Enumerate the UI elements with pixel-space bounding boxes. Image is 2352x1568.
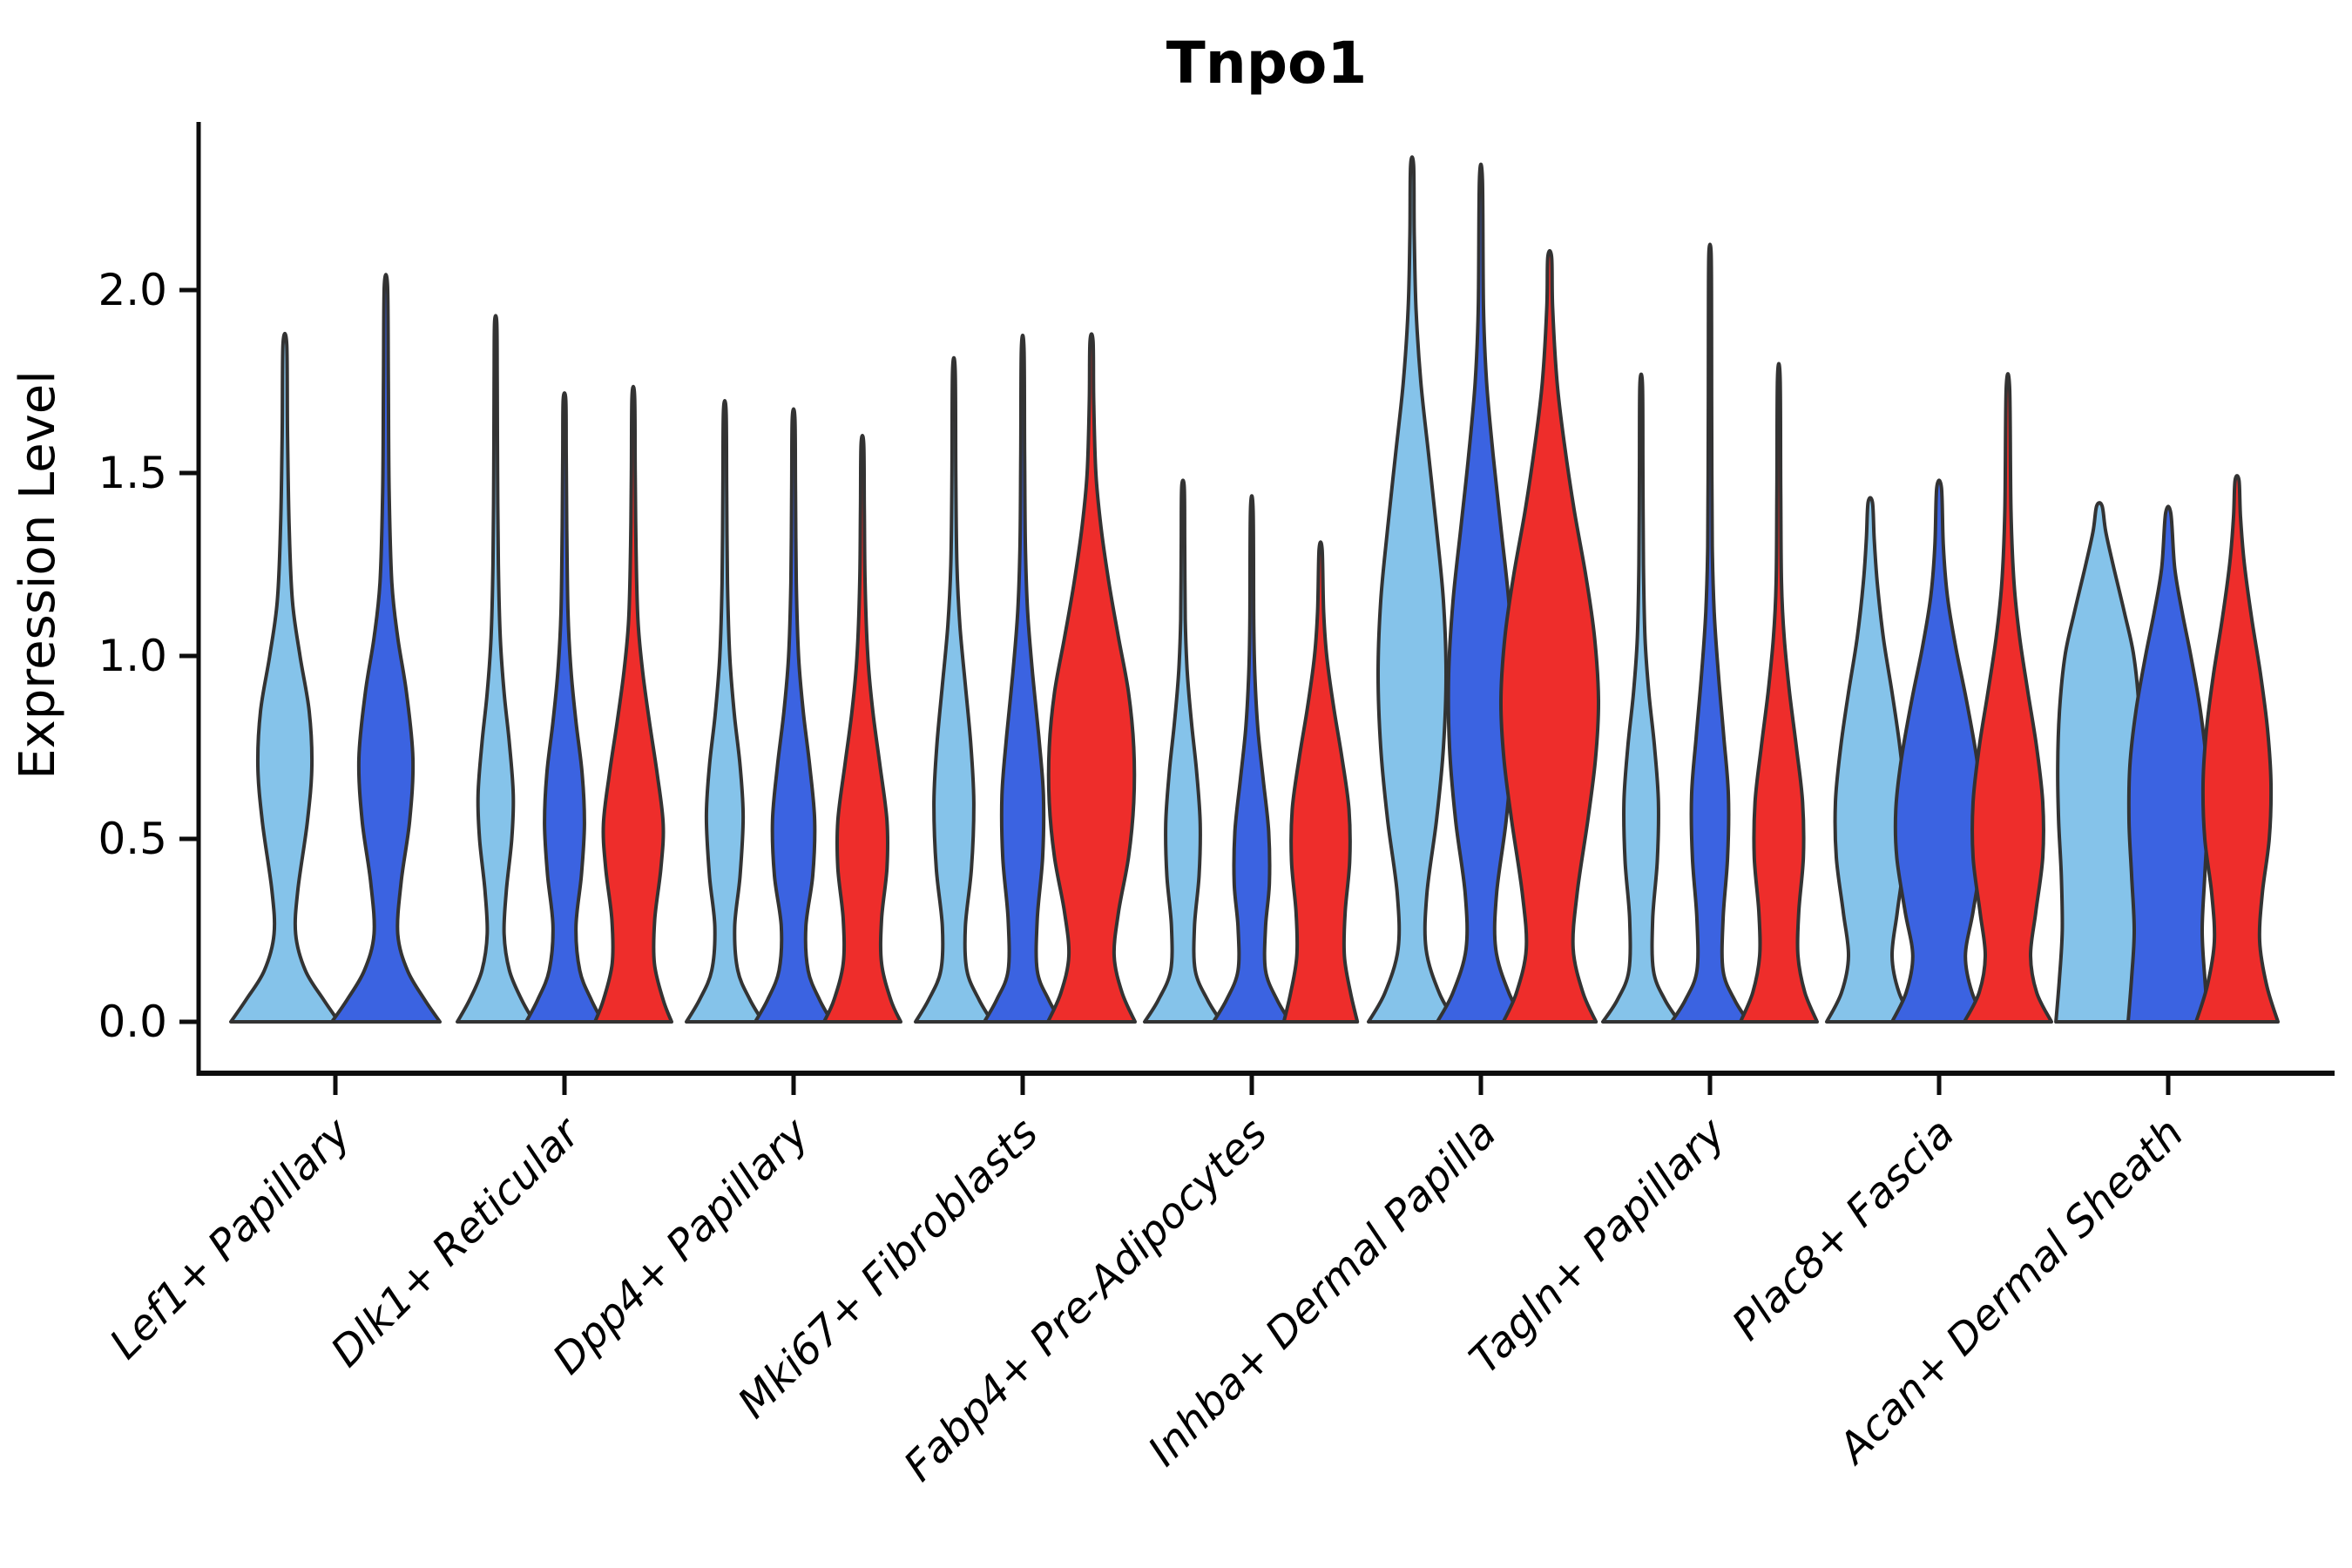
violin-lef1-papillary-dark_blue [330,273,442,1024]
x-category-label-tagln-papillary: Tagln+ Papillary [1460,1108,1735,1383]
y-tick-label: 0.5 [98,814,167,864]
violin-tagln-papillary-dark_blue [1670,242,1750,1024]
violin-dlk1-reticular-dark_blue [524,391,605,1024]
violin-dlk1-reticular-light_blue [456,314,536,1024]
x-category-label-dpp4-papillary: Dpp4+ Papillary [544,1108,819,1383]
violin-inhba-dermal-papilla-light_blue [1367,155,1457,1024]
axes-layer [196,122,2335,1076]
violin-mki67-fibroblasts-light_blue [914,355,994,1024]
violin-dpp4-papillary-red [822,433,902,1024]
violin-dpp4-papillary-light_blue [685,399,765,1024]
violins-layer [229,155,2280,1024]
y-tick-label: 1.5 [98,448,167,498]
violin-inhba-dermal-papilla-red [1498,248,1601,1024]
y-tick-label: 2.0 [98,265,167,315]
violin-dlk1-reticular-red [593,384,673,1024]
chart-title: Tnpo1 [1166,30,1368,97]
violin-acan-dermal-sheath-dark_blue [2126,504,2210,1024]
x-category-label-fabp4-pre-adipocytes: Fabp4+ Pre-Adipocytes [895,1109,1277,1491]
x-category-label-lef1-papillary: Lef1+ Papillary [100,1108,361,1369]
violin-fabp4-pre-adipocytes-red [1281,540,1360,1024]
y-tick-label: 1.0 [98,631,167,681]
violin-mki67-fibroblasts-dark_blue [983,333,1063,1024]
violin-mki67-fibroblasts-red [1046,332,1137,1024]
violin-fabp4-pre-adipocytes-dark_blue [1212,494,1292,1024]
violin-plac8-fascia-dark_blue [1890,478,1988,1024]
violin-acan-dermal-sheath-red [2194,474,2280,1024]
violin-fabp4-pre-adipocytes-light_blue [1143,478,1223,1024]
violin-plac8-fascia-red [1963,372,2053,1024]
violin-tagln-papillary-light_blue [1601,372,1681,1024]
x-category-label-dlk1-reticular: Dlk1+ Reticular [321,1107,591,1377]
x-category-label-plac8-fascia: Plac8+ Fascia [1723,1109,1964,1350]
y-axis-label: Expression Level [10,370,66,780]
violin-dpp4-papillary-dark_blue [754,407,834,1024]
violin-tagln-papillary-red [1739,362,1819,1024]
y-tick-label: 0.0 [98,997,167,1047]
violin-lef1-papillary-light_blue [229,331,341,1024]
